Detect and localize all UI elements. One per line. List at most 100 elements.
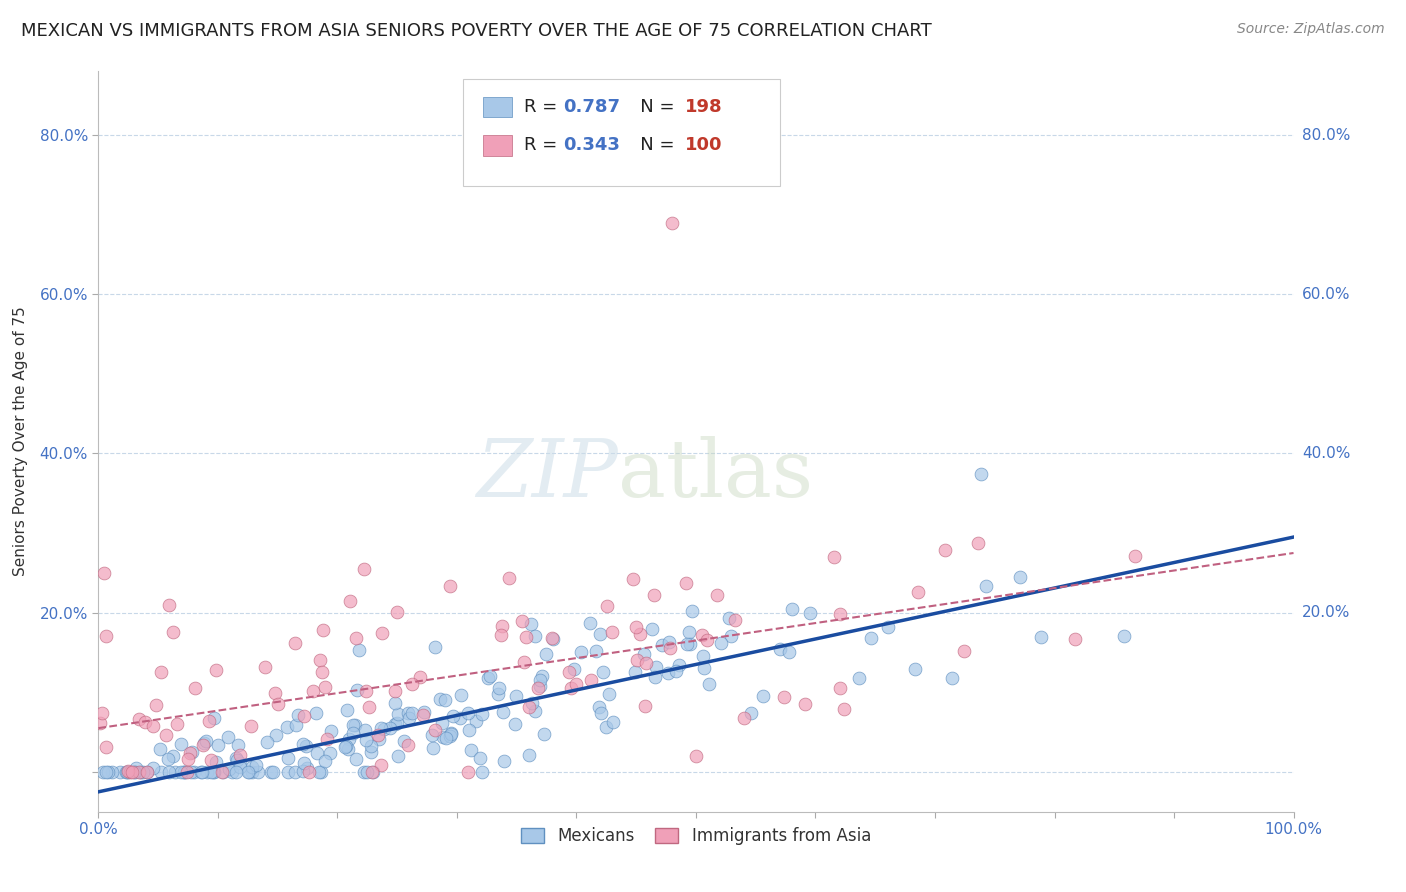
Text: 100: 100 [685, 136, 723, 154]
Point [360, 739, 382, 753]
Point [527, 681, 550, 695]
Point [464, 714, 486, 729]
Point [200, 764, 222, 779]
Point [387, 716, 409, 731]
Point [195, 764, 218, 779]
Point [531, 669, 554, 683]
Point [217, 730, 239, 744]
Point [665, 665, 688, 679]
Point [624, 620, 647, 634]
Point [423, 723, 446, 737]
Point [342, 718, 364, 732]
Point [295, 739, 318, 753]
Point [349, 642, 371, 657]
Point [121, 764, 143, 779]
Point [149, 764, 172, 779]
Point [190, 764, 212, 779]
Point [592, 665, 614, 680]
Point [626, 653, 648, 667]
Point [166, 717, 188, 731]
Point [633, 699, 655, 714]
Point [693, 660, 716, 674]
Point [565, 677, 588, 691]
Point [225, 750, 247, 764]
Text: 80.0%: 80.0% [1302, 128, 1350, 143]
Point [311, 665, 333, 680]
Point [697, 677, 720, 691]
Point [970, 467, 993, 481]
Point [292, 738, 315, 752]
Point [505, 717, 527, 731]
Point [195, 733, 218, 747]
Point [529, 679, 551, 693]
Point [384, 717, 406, 731]
Point [585, 644, 607, 658]
Point [828, 607, 851, 621]
Point [305, 747, 328, 761]
Point [96, 764, 118, 779]
Point [675, 576, 697, 591]
Point [510, 614, 533, 628]
Point [434, 731, 457, 745]
Point [169, 764, 191, 779]
Point [218, 762, 240, 776]
Point [401, 677, 423, 691]
Point [309, 764, 332, 779]
Point [692, 648, 714, 663]
Point [211, 764, 233, 779]
Point [128, 713, 150, 727]
Point [183, 764, 205, 779]
Point [157, 752, 180, 766]
Text: 40.0%: 40.0% [1302, 446, 1350, 461]
Point [370, 758, 392, 772]
Point [668, 658, 690, 673]
Point [780, 601, 803, 615]
Point [579, 616, 602, 631]
Point [240, 719, 263, 733]
Point [115, 764, 138, 779]
Point [202, 711, 225, 725]
Point [221, 764, 243, 779]
Point [162, 749, 184, 764]
Point [91, 764, 114, 779]
Point [560, 681, 582, 695]
Point [204, 663, 226, 677]
Point [517, 700, 540, 714]
Point [360, 764, 382, 779]
Point [589, 627, 612, 641]
Point [339, 594, 361, 608]
Point [477, 671, 499, 685]
Point [384, 683, 406, 698]
Point [769, 642, 792, 657]
Point [142, 761, 165, 775]
Point [162, 625, 184, 640]
Point [658, 635, 681, 649]
Point [256, 734, 278, 748]
Text: R =: R = [523, 136, 562, 154]
Point [211, 764, 233, 779]
Point [460, 743, 482, 757]
Point [450, 688, 472, 702]
Point [903, 662, 925, 676]
Point [359, 700, 381, 714]
Point [228, 748, 250, 763]
Point [540, 631, 562, 645]
Point [644, 660, 666, 674]
Point [238, 764, 260, 779]
Point [524, 704, 547, 718]
Point [176, 751, 198, 765]
Point [441, 709, 464, 723]
Point [360, 745, 382, 759]
Point [242, 759, 264, 773]
Point [97, 764, 120, 779]
Point [284, 636, 307, 650]
Point [752, 689, 775, 703]
Point [733, 711, 755, 725]
Point [413, 705, 436, 719]
Text: 0.787: 0.787 [562, 98, 620, 116]
Point [120, 764, 142, 779]
Point [457, 706, 479, 720]
Point [110, 764, 132, 779]
Point [486, 687, 509, 701]
Point [316, 732, 339, 747]
